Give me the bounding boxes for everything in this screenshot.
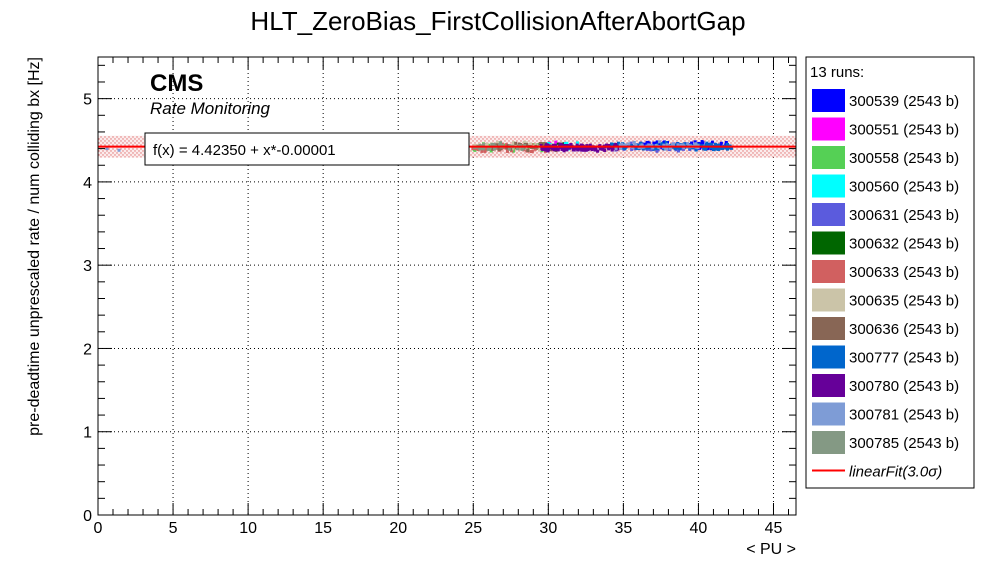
legend-entry-label: 300633 (2543 b) <box>849 264 959 281</box>
data-point <box>615 147 618 150</box>
data-point <box>678 147 681 150</box>
y-axis-label: pre-deadtime unprescaled rate / num coll… <box>26 57 43 436</box>
data-point <box>514 142 517 145</box>
data-point <box>702 147 705 150</box>
cms-sublabel: Rate Monitoring <box>150 99 271 118</box>
data-point <box>577 147 580 150</box>
legend-entry-label: 300551 (2543 b) <box>849 122 959 139</box>
x-tick-label: 30 <box>539 520 557 537</box>
legend-entry-label: 300785 (2543 b) <box>849 435 959 452</box>
y-tick-label: 5 <box>83 92 92 109</box>
legend-entry-label: 300780 (2543 b) <box>849 378 959 395</box>
y-tick-label: 1 <box>83 425 92 442</box>
x-tick-label: 40 <box>690 520 708 537</box>
legend-swatch <box>812 403 845 426</box>
y-tick-label: 2 <box>83 341 92 358</box>
data-point <box>516 147 519 150</box>
x-tick-label: 0 <box>94 520 103 537</box>
legend-swatch <box>812 203 845 226</box>
data-point <box>583 149 586 152</box>
y-tick-label: 0 <box>83 508 92 525</box>
x-axis-label: < PU > <box>746 541 796 558</box>
legend-swatch <box>812 260 845 283</box>
data-point <box>531 150 534 153</box>
x-tick-label: 5 <box>169 520 178 537</box>
fit-label: f(x) = 4.42350 + x*-0.00001 <box>153 142 336 159</box>
legend-entry-label: 300635 (2543 b) <box>849 293 959 310</box>
data-point <box>720 142 723 145</box>
data-point <box>508 148 511 151</box>
data-point <box>559 143 562 146</box>
legend-swatch <box>812 175 845 198</box>
data-point <box>527 149 530 152</box>
data-point <box>611 149 614 152</box>
data-point <box>547 149 550 152</box>
legend-entry-label: 300558 (2543 b) <box>849 150 959 167</box>
data-point <box>603 149 606 152</box>
x-tick-label: 25 <box>464 520 482 537</box>
data-point <box>498 143 501 146</box>
x-tick-label: 10 <box>239 520 257 537</box>
legend-entry-label: 300632 (2543 b) <box>849 236 959 253</box>
data-point <box>493 143 496 146</box>
legend-swatch <box>812 431 845 454</box>
chart-title: HLT_ZeroBias_FirstCollisionAfterAbortGap <box>250 6 745 36</box>
data-point <box>498 148 501 151</box>
data-point <box>694 143 697 146</box>
data-point <box>627 142 630 145</box>
data-point <box>565 147 568 150</box>
legend-swatch <box>812 317 845 340</box>
data-point <box>655 150 658 153</box>
data-point <box>487 148 490 151</box>
plot-area <box>98 57 796 515</box>
legend-entry-label: 300777 (2543 b) <box>849 350 959 367</box>
legend-swatch <box>812 289 845 312</box>
data-point <box>610 142 613 145</box>
data-point <box>620 143 623 146</box>
legend-swatch <box>812 146 845 169</box>
legend-entry-label: 300631 (2543 b) <box>849 207 959 224</box>
legend-entry-label: 300781 (2543 b) <box>849 407 959 424</box>
data-point <box>561 148 564 151</box>
y-tick-label: 3 <box>83 258 92 275</box>
data-point <box>118 149 121 152</box>
legend-entry-label: 300560 (2543 b) <box>849 179 959 196</box>
data-point <box>572 147 575 150</box>
legend-swatch <box>812 232 845 255</box>
legend-entry-label: 300539 (2543 b) <box>849 93 959 110</box>
data-point <box>633 141 636 144</box>
legend-header: 13 runs: <box>810 64 864 81</box>
legend-fit-label: linearFit(3.0σ) <box>849 464 942 481</box>
y-tick-label: 4 <box>83 175 92 192</box>
x-tick-label: 20 <box>389 520 407 537</box>
legend-swatch <box>812 374 845 397</box>
legend-swatch <box>812 118 845 141</box>
legend-swatch <box>812 89 845 112</box>
data-point <box>658 140 661 143</box>
cms-label: CMS <box>150 70 203 97</box>
legend-entry-label: 300636 (2543 b) <box>849 321 959 338</box>
data-point <box>674 147 677 150</box>
data-point <box>594 149 597 152</box>
data-point <box>493 147 496 150</box>
x-tick-label: 15 <box>314 520 332 537</box>
x-tick-label: 45 <box>765 520 783 537</box>
legend-swatch <box>812 346 845 369</box>
legend: 13 runs: 300539 (2543 b) 300551 (2543 b) 3… <box>806 57 974 488</box>
x-tick-label: 35 <box>614 520 632 537</box>
